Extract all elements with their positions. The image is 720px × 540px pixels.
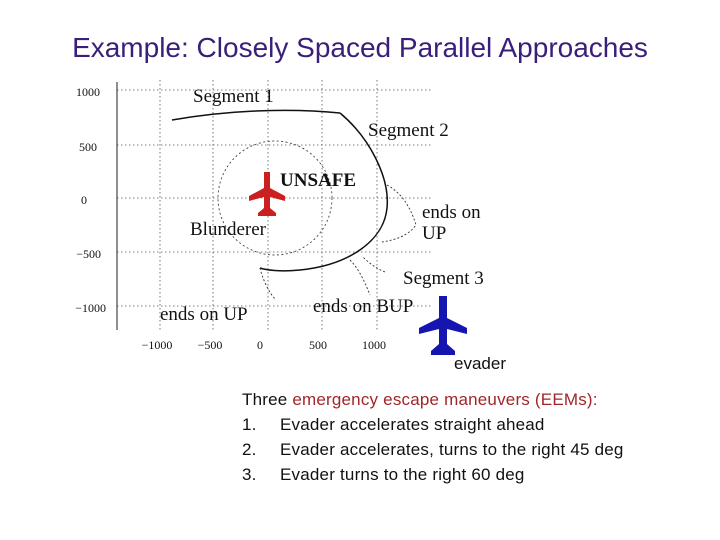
list-item: 3. Evader turns to the right 60 deg xyxy=(242,462,624,487)
list-item-text: Evader accelerates, turns to the right 4… xyxy=(280,440,624,459)
list-item-text: Evader accelerates straight ahead xyxy=(280,415,545,434)
eem-caption: Three emergency escape maneuvers (EEMs):… xyxy=(242,387,624,487)
segment-1-path xyxy=(171,109,341,121)
blunderer-label: Blunderer xyxy=(190,219,267,240)
airplane-icon xyxy=(249,172,285,216)
y-tick-label: 1000 xyxy=(76,85,100,99)
list-item-text: Evader turns to the right 60 deg xyxy=(280,465,525,484)
unsafe-zone-circle xyxy=(217,140,333,256)
segment-2-path xyxy=(259,112,389,272)
ends-on-up-right-label-line1: ends on xyxy=(422,202,481,223)
list-item-number: 1. xyxy=(242,415,257,434)
y-tick-label: 0 xyxy=(81,193,87,207)
list-item: 2. Evader accelerates, turns to the right… xyxy=(242,437,624,462)
segment-3-pointer xyxy=(361,255,386,273)
x-tick-label: 0 xyxy=(257,338,263,352)
evader-plane-shape xyxy=(419,296,467,355)
list-item-number: 3. xyxy=(242,465,257,484)
left-tail-dotted-path xyxy=(259,267,277,301)
segment-2-label: Segment 2 xyxy=(368,120,449,141)
segment-3-label: Segment 3 xyxy=(403,268,484,289)
x-tick-label: −500 xyxy=(198,338,223,352)
x-tick-label: 1000 xyxy=(362,338,386,352)
caption-intro: Three emergency escape maneuvers (EEMs): xyxy=(242,387,624,412)
unsafe-label: UNSAFE xyxy=(280,170,356,191)
caption-intro-prefix: Three xyxy=(242,390,293,409)
ends-on-bup-dotted-path xyxy=(349,259,371,296)
segment-3-dotted-path xyxy=(381,184,417,243)
ends-on-up-left-label: ends on UP xyxy=(160,304,248,325)
y-tick-label: −500 xyxy=(76,247,101,261)
segment-1-label: Segment 1 xyxy=(193,86,274,107)
slide-title: Example: Closely Spaced Parallel Approac… xyxy=(72,32,648,63)
caption-intro-highlight: emergency escape maneuvers (EEMs): xyxy=(292,390,598,409)
y-tick-label: −1000 xyxy=(75,301,106,315)
y-tick-label: 500 xyxy=(79,140,97,154)
x-tick-label: 500 xyxy=(309,338,327,352)
grid-lines xyxy=(117,80,432,330)
airplane-icon xyxy=(419,296,467,355)
ends-on-bup-label: ends on BUP xyxy=(313,296,413,317)
evader-label: evader xyxy=(454,354,506,373)
list-item-number: 2. xyxy=(242,440,257,459)
x-tick-label: −1000 xyxy=(142,338,173,352)
ends-on-up-right-label-line2: UP xyxy=(422,223,446,244)
blunderer-plane-shape xyxy=(249,172,285,216)
list-item: 1. Evader accelerates straight ahead xyxy=(242,412,624,437)
